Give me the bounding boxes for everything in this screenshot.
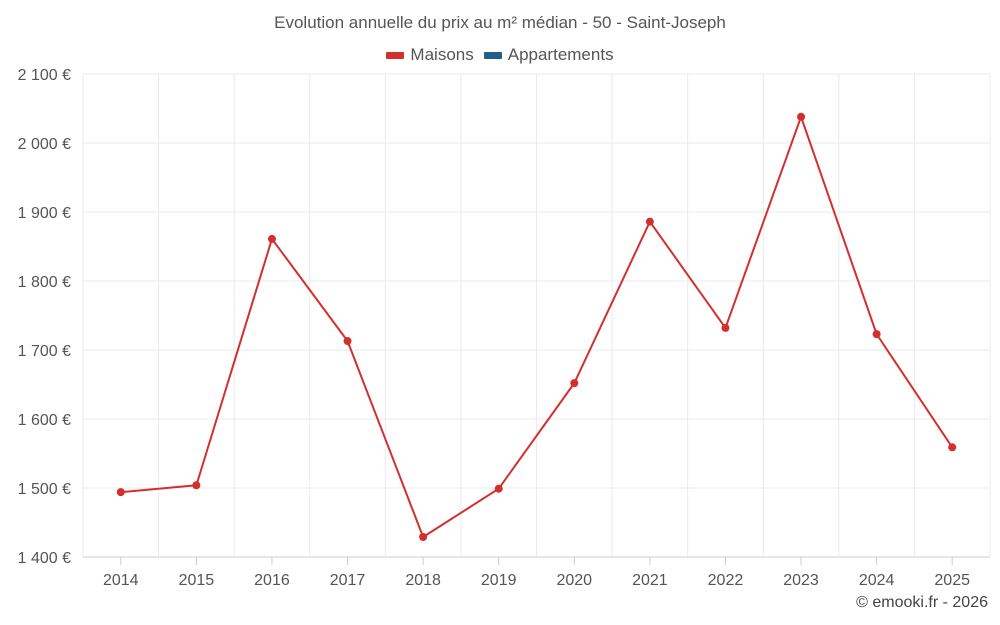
legend-item-appartements[interactable]: Appartements — [483, 45, 614, 65]
x-tick-label: 2025 — [934, 572, 970, 589]
legend: Maisons Appartements — [0, 45, 1000, 65]
legend-label-appartements: Appartements — [507, 45, 614, 64]
y-tick-label: 1 500 € — [18, 481, 71, 498]
data-point-2019 — [494, 484, 503, 493]
y-tick-label: 1 800 € — [18, 274, 71, 291]
y-tick-label: 1 900 € — [18, 205, 71, 222]
legend-label-maisons: Maisons — [410, 45, 474, 64]
data-point-2015 — [192, 481, 201, 490]
data-point-2024 — [872, 330, 881, 339]
data-point-2025 — [948, 443, 957, 452]
x-tick-label: 2018 — [405, 572, 441, 589]
x-tick-label: 2024 — [859, 572, 895, 589]
data-point-2014 — [116, 488, 125, 497]
x-tick-label: 2014 — [103, 572, 139, 589]
x-tick-label: 2023 — [783, 572, 819, 589]
data-point-2016 — [267, 234, 276, 243]
x-tick-label: 2019 — [481, 572, 517, 589]
data-point-2018 — [419, 532, 428, 541]
y-tick-label: 1 400 € — [18, 550, 71, 567]
data-point-2023 — [797, 112, 806, 121]
x-tick-label: 2022 — [708, 572, 744, 589]
x-tick-label: 2020 — [556, 572, 592, 589]
y-tick-label: 2 000 € — [18, 136, 71, 153]
y-tick-label: 1 600 € — [18, 412, 71, 429]
y-tick-label: 1 700 € — [18, 343, 71, 360]
data-point-2020 — [570, 379, 579, 388]
legend-swatch-appartements — [483, 51, 502, 59]
x-tick-label: 2016 — [254, 572, 290, 589]
x-tick-label: 2017 — [330, 572, 366, 589]
x-tick-label: 2021 — [632, 572, 668, 589]
chart-title: Evolution annuelle du prix au m² médian … — [274, 13, 726, 32]
data-point-2022 — [721, 323, 730, 332]
legend-swatch-maisons — [386, 51, 405, 59]
x-tick-label: 2015 — [179, 572, 215, 589]
series-line-maisons — [120, 115, 954, 538]
y-tick-label: 2 100 € — [18, 67, 71, 84]
data-point-2021 — [645, 217, 654, 226]
credit-text: © emooki.fr - 2026 — [856, 594, 988, 611]
legend-item-maisons[interactable]: Maisons — [386, 45, 474, 65]
data-point-2017 — [343, 337, 352, 346]
